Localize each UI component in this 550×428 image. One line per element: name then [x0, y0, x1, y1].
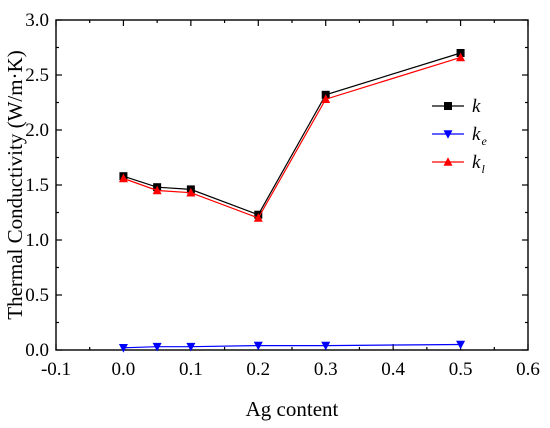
data-point-kl — [321, 94, 331, 103]
series-ke — [118, 340, 466, 353]
x-tick-label: 0.0 — [112, 359, 136, 380]
y-tick-label: 3.0 — [25, 10, 49, 31]
legend-label-ke: ke — [472, 124, 487, 148]
series-kl — [118, 52, 466, 222]
legend-item-ke: ke — [432, 124, 487, 148]
x-tick-label: 0.2 — [246, 359, 270, 380]
x-tick-label: -0.1 — [41, 359, 71, 380]
y-tick-label: 2.5 — [25, 65, 49, 86]
data-point-kl — [152, 185, 162, 195]
series-line-k — [123, 52, 461, 216]
data-point-kl — [186, 187, 196, 197]
x-tick-label: 0.5 — [449, 359, 473, 380]
y-tick-label: 0.5 — [25, 285, 49, 306]
legend: k ke kl — [432, 96, 487, 176]
y-tick-label: 1.5 — [25, 175, 49, 196]
series-layer — [118, 49, 466, 353]
x-tick-label: 0.4 — [381, 359, 405, 380]
legend-label-k: k — [472, 96, 481, 117]
legend-marker-k — [444, 102, 452, 110]
x-tick-label: 0.1 — [179, 359, 203, 380]
y-tick-label: 0.0 — [25, 340, 49, 361]
series-k — [119, 49, 465, 219]
legend-label-kl: kl — [472, 152, 485, 176]
y-tick-label: 1.0 — [25, 230, 49, 251]
x-tick-label: 0.3 — [314, 359, 338, 380]
data-point-kl — [118, 173, 128, 183]
legend-marker-ke — [443, 130, 453, 139]
plot-border — [55, 19, 529, 351]
data-point-ke — [152, 342, 162, 352]
legend-item-kl: kl — [432, 152, 485, 176]
y-tick-label: 2.0 — [25, 120, 49, 141]
plot-frame — [55, 19, 529, 351]
legend-marker-kl — [443, 157, 453, 166]
series-line-ke — [123, 343, 461, 349]
data-point-kl — [456, 52, 466, 62]
series-line-kl — [123, 56, 461, 219]
legend-item-k: k — [432, 96, 481, 117]
data-point-kl — [253, 213, 263, 222]
y-axis-title: Thermal Conductivity (W/m·K) — [3, 50, 27, 319]
data-point-ke — [456, 340, 466, 350]
data-point-ke — [321, 341, 331, 351]
x-axis-title: Ag content — [246, 397, 339, 421]
y-axis-ticks: 0.0 0.5 1.0 1.5 2.0 2.5 3.0 — [25, 10, 528, 361]
data-point-ke — [118, 344, 128, 353]
x-axis-ticks: -0.1 0.0 0.1 0.2 0.3 0.4 0.5 0.6 — [41, 20, 540, 380]
data-point-ke — [186, 342, 196, 352]
data-point-ke — [253, 341, 263, 351]
x-tick-label: 0.6 — [516, 359, 540, 380]
